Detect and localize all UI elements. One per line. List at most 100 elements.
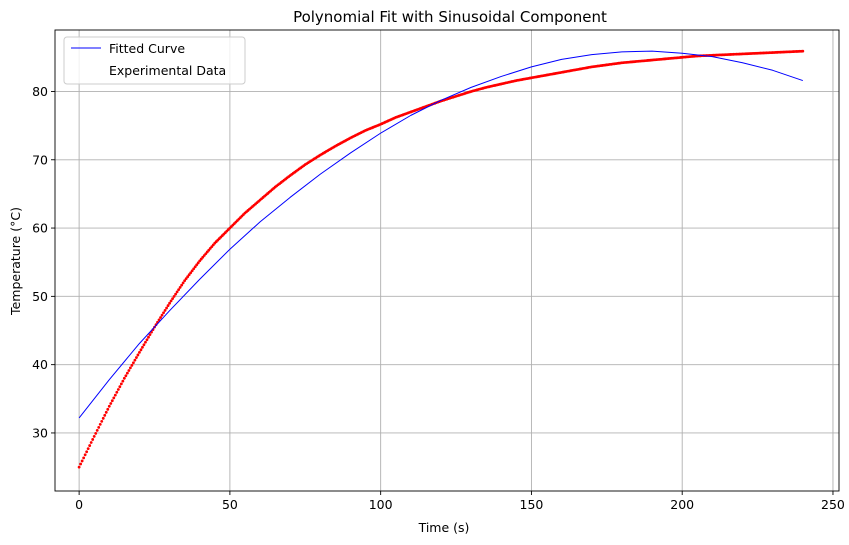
- data-point: [125, 371, 129, 375]
- data-point: [136, 353, 140, 357]
- data-point: [801, 49, 805, 53]
- data-point: [157, 318, 161, 322]
- data-point: [101, 416, 105, 420]
- data-point: [119, 382, 123, 386]
- y-tick-label: 30: [32, 425, 48, 440]
- series-fitted-curve: [78, 50, 803, 419]
- y-axis-label: Temperature (°C): [8, 207, 23, 316]
- y-tick-label: 80: [32, 84, 48, 99]
- data-point: [169, 299, 173, 303]
- data-point: [166, 304, 170, 307]
- data-point: [163, 308, 167, 312]
- data-point: [104, 410, 108, 414]
- data-point: [115, 390, 119, 394]
- data-point: [144, 340, 147, 344]
- data-point: [178, 286, 182, 289]
- y-tick-label: 70: [32, 152, 48, 167]
- data-point: [184, 277, 188, 281]
- data-point: [141, 345, 144, 349]
- legend-label-experimental: Experimental Data: [109, 63, 226, 78]
- x-tick-label: 0: [75, 497, 83, 512]
- data-point: [128, 366, 132, 370]
- data-point: [175, 290, 179, 294]
- data-point: [196, 261, 200, 265]
- data-point: [121, 379, 125, 383]
- x-tick-label: 150: [520, 497, 544, 512]
- x-tick-label: 100: [369, 497, 393, 512]
- y-tick-label: 50: [32, 289, 48, 304]
- data-point: [168, 301, 171, 305]
- grid-layer: [55, 30, 839, 491]
- x-tick-label: 200: [670, 497, 694, 512]
- data-point: [130, 363, 134, 367]
- data-point: [145, 338, 149, 342]
- x-tick-label: 50: [222, 497, 238, 512]
- data-point: [180, 283, 184, 287]
- data-point: [122, 376, 126, 380]
- data-point: [83, 453, 87, 457]
- data-point: [95, 428, 99, 432]
- data-point: [147, 335, 150, 339]
- data-point: [135, 356, 138, 359]
- data-point: [94, 431, 98, 435]
- data-point: [98, 422, 102, 426]
- plot-area: [55, 30, 839, 491]
- data-layer: [77, 49, 805, 469]
- legend-label-fitted: Fitted Curve: [109, 41, 185, 56]
- data-point: [181, 281, 185, 285]
- y-tick-label: 60: [32, 221, 48, 236]
- data-point: [103, 413, 107, 417]
- data-point: [133, 358, 137, 362]
- plot-frame: [54, 29, 840, 492]
- data-point: [100, 419, 104, 423]
- data-point: [132, 361, 135, 365]
- data-point: [113, 393, 117, 397]
- legend: Fitted Curve Experimental Data: [63, 36, 246, 85]
- data-point: [160, 313, 164, 317]
- data-point: [177, 288, 181, 292]
- data-point: [192, 267, 196, 271]
- data-point: [183, 279, 187, 283]
- data-point: [85, 450, 89, 454]
- data-point: [189, 271, 193, 275]
- data-point: [92, 434, 96, 438]
- data-point: [165, 306, 168, 310]
- data-point: [190, 269, 194, 273]
- data-point: [193, 265, 197, 269]
- data-point: [116, 388, 120, 391]
- data-point: [97, 425, 101, 429]
- data-point: [138, 350, 141, 354]
- data-point: [107, 404, 111, 408]
- data-point: [109, 402, 113, 405]
- data-point: [118, 385, 122, 389]
- data-point: [142, 343, 146, 347]
- data-point: [174, 292, 178, 296]
- data-point: [124, 374, 128, 378]
- data-point: [186, 275, 190, 279]
- data-point: [172, 295, 176, 298]
- data-point: [139, 348, 143, 352]
- x-axis-label: Time (s): [418, 520, 470, 535]
- data-point: [127, 369, 131, 372]
- data-point: [77, 465, 81, 469]
- data-point: [89, 441, 93, 444]
- data-point: [88, 444, 92, 447]
- data-point: [159, 316, 162, 319]
- data-point: [82, 456, 86, 460]
- data-point: [112, 396, 116, 400]
- y-tick-label: 40: [32, 357, 48, 372]
- data-point: [91, 438, 95, 441]
- data-point: [162, 311, 165, 315]
- tick-layer: 0 50 100 150 200 250 30 40 50 60 70 80: [32, 84, 845, 512]
- chart-title: Polynomial Fit with Sinusoidal Component: [293, 8, 607, 26]
- data-point: [79, 462, 83, 466]
- data-point: [171, 297, 175, 301]
- data-point: [80, 459, 84, 463]
- data-point: [110, 399, 114, 403]
- x-tick-label: 250: [821, 497, 845, 512]
- legend-box: [63, 36, 246, 85]
- data-point: [187, 273, 191, 277]
- data-point: [195, 263, 199, 267]
